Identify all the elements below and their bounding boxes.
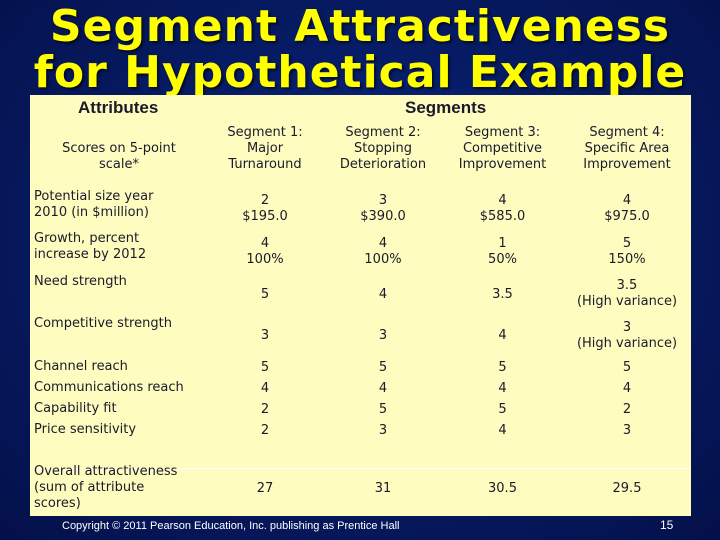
- table-divider: [30, 468, 691, 469]
- row-price-sensitivity-seg1: 2: [260, 423, 270, 438]
- row-price-sensitivity-seg2: 3: [378, 423, 388, 438]
- row-capability-fit-seg4: 2: [622, 402, 632, 417]
- attractiveness-table: [30, 95, 691, 516]
- row-channel-reach-seg1: 5: [260, 360, 270, 375]
- row-potential-size-seg2: 3 $390.0: [360, 193, 406, 224]
- row-communications-reach-seg4: 4: [622, 381, 632, 396]
- segment-2-header: Segment 2: Stopping Deterioration: [339, 125, 427, 172]
- segment-1-header: Segment 1: Major Turnaround: [227, 125, 303, 172]
- row-label-overall-attractiveness: Overall attractiveness (sum of attribute…: [34, 464, 178, 511]
- row-label-price-sensitivity: Price sensitivity: [34, 422, 137, 437]
- row-label-need-strength: Need strength: [34, 274, 127, 289]
- slide-title-line-2: for Hypothetical Example: [33, 47, 687, 98]
- row-overall-seg4: 29.5: [612, 481, 642, 496]
- slide-title-line-1: Segment Attractiveness: [49, 1, 671, 52]
- row-need-strength-seg3: 3.5: [492, 287, 513, 302]
- page-number: 15: [660, 518, 674, 532]
- row-growth-seg4: 5 150%: [608, 236, 646, 267]
- row-label-capability-fit: Capability fit: [34, 401, 117, 416]
- row-channel-reach-seg4: 5: [622, 360, 632, 375]
- row-need-strength-seg2: 4: [378, 287, 388, 302]
- row-price-sensitivity-seg3: 4: [498, 423, 507, 438]
- row-label-channel-reach: Channel reach: [34, 359, 128, 374]
- row-label-competitive-strength: Competitive strength: [34, 316, 172, 331]
- row-growth-seg1: 4 100%: [246, 236, 284, 267]
- row-overall-seg3: 30.5: [488, 481, 517, 496]
- copyright-footer: Copyright © 2011 Pearson Education, Inc.…: [62, 520, 400, 532]
- row-capability-fit-seg1: 2: [260, 402, 270, 417]
- row-need-strength-seg1: 5: [260, 287, 270, 302]
- row-overall-seg2: 31: [374, 481, 392, 496]
- row-competitive-strength-seg3: 4: [498, 328, 507, 343]
- row-growth-seg2: 4 100%: [364, 236, 402, 267]
- row-label-growth: Growth, percent increase by 2012: [34, 231, 147, 262]
- row-capability-fit-seg2: 5: [378, 402, 388, 417]
- row-communications-reach-seg1: 4: [260, 381, 270, 396]
- row-label-communications-reach: Communications reach: [34, 380, 184, 395]
- row-capability-fit-seg3: 5: [498, 402, 507, 417]
- row-price-sensitivity-seg4: 3: [622, 423, 632, 438]
- row-label-potential-size: Potential size year 2010 (in $million): [34, 189, 154, 220]
- row-competitive-strength-seg4: 3 (High variance): [576, 320, 678, 351]
- segment-4-header: Segment 4: Specific Area Improvement: [583, 125, 671, 172]
- row-channel-reach-seg3: 5: [498, 360, 507, 375]
- row-need-strength-seg4: 3.5 (High variance): [576, 278, 678, 309]
- row-communications-reach-seg2: 4: [378, 381, 388, 396]
- row-potential-size-seg4: 4 $975.0: [604, 193, 650, 224]
- attributes-header: Attributes: [78, 98, 159, 117]
- segments-header: Segments: [405, 98, 487, 117]
- row-competitive-strength-seg1: 3: [260, 328, 270, 343]
- row-competitive-strength-seg2: 3: [378, 328, 388, 343]
- row-potential-size-seg3: 4 $585.0: [479, 193, 526, 224]
- segment-3-header: Segment 3: Competitive Improvement: [458, 125, 547, 172]
- scale-note: Scores on 5-point scale*: [62, 141, 176, 172]
- row-growth-seg3: 1 50%: [488, 236, 517, 267]
- row-channel-reach-seg2: 5: [378, 360, 388, 375]
- row-potential-size-seg1: 2 $195.0: [242, 193, 288, 224]
- row-overall-seg1: 27: [256, 481, 274, 496]
- row-communications-reach-seg3: 4: [498, 381, 507, 396]
